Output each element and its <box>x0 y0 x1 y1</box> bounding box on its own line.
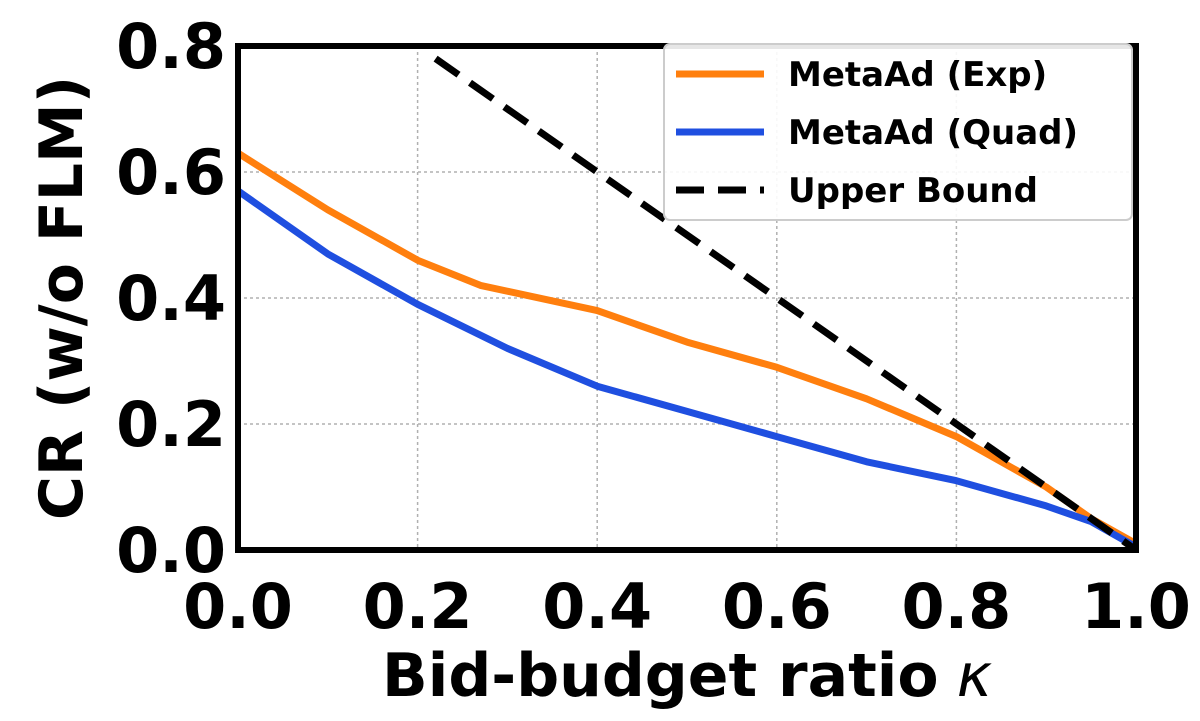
x-tick-label-3: 0.6 <box>722 570 832 643</box>
legend-box <box>663 43 1133 221</box>
x-tick-label-1: 0.2 <box>363 570 473 643</box>
x-axis-label-symbol: κ <box>957 641 993 711</box>
y-tick-label-1: 0.2 <box>116 388 226 461</box>
series-layer <box>235 55 1139 553</box>
y-tick-labels: 0.0 0.2 0.4 0.6 0.8 <box>116 10 226 587</box>
x-tick-labels: 0.0 0.2 0.4 0.6 0.8 1.0 <box>183 570 1191 643</box>
legend-label-1: MetaAd (Quad) <box>788 113 1078 153</box>
x-tick-label-5: 1.0 <box>1081 570 1191 643</box>
x-tick-label-2: 0.4 <box>542 570 652 643</box>
series-line-1 <box>235 188 1138 550</box>
y-tick-label-4: 0.8 <box>116 10 226 83</box>
legend-label-0: MetaAd (Exp) <box>788 55 1047 95</box>
x-tick-label-0: 0.0 <box>183 570 293 643</box>
y-tick-label-3: 0.6 <box>116 136 226 209</box>
legend-label-2: Upper Bound <box>788 171 1038 211</box>
y-tick-label-0: 0.0 <box>116 514 226 587</box>
y-axis-label: CR (w/o FLM) <box>27 76 97 520</box>
x-axis-label-text: Bid-budget ratio <box>382 641 939 711</box>
x-tick-label-4: 0.8 <box>901 570 1011 643</box>
series-line-2 <box>433 55 1139 553</box>
series-line-0 <box>236 150 1138 547</box>
x-axis-label: Bid-budget ratio κ <box>382 641 993 711</box>
legend: MetaAd (Exp) MetaAd (Quad) Upper Bound <box>663 43 1133 221</box>
y-tick-label-2: 0.4 <box>116 262 226 335</box>
